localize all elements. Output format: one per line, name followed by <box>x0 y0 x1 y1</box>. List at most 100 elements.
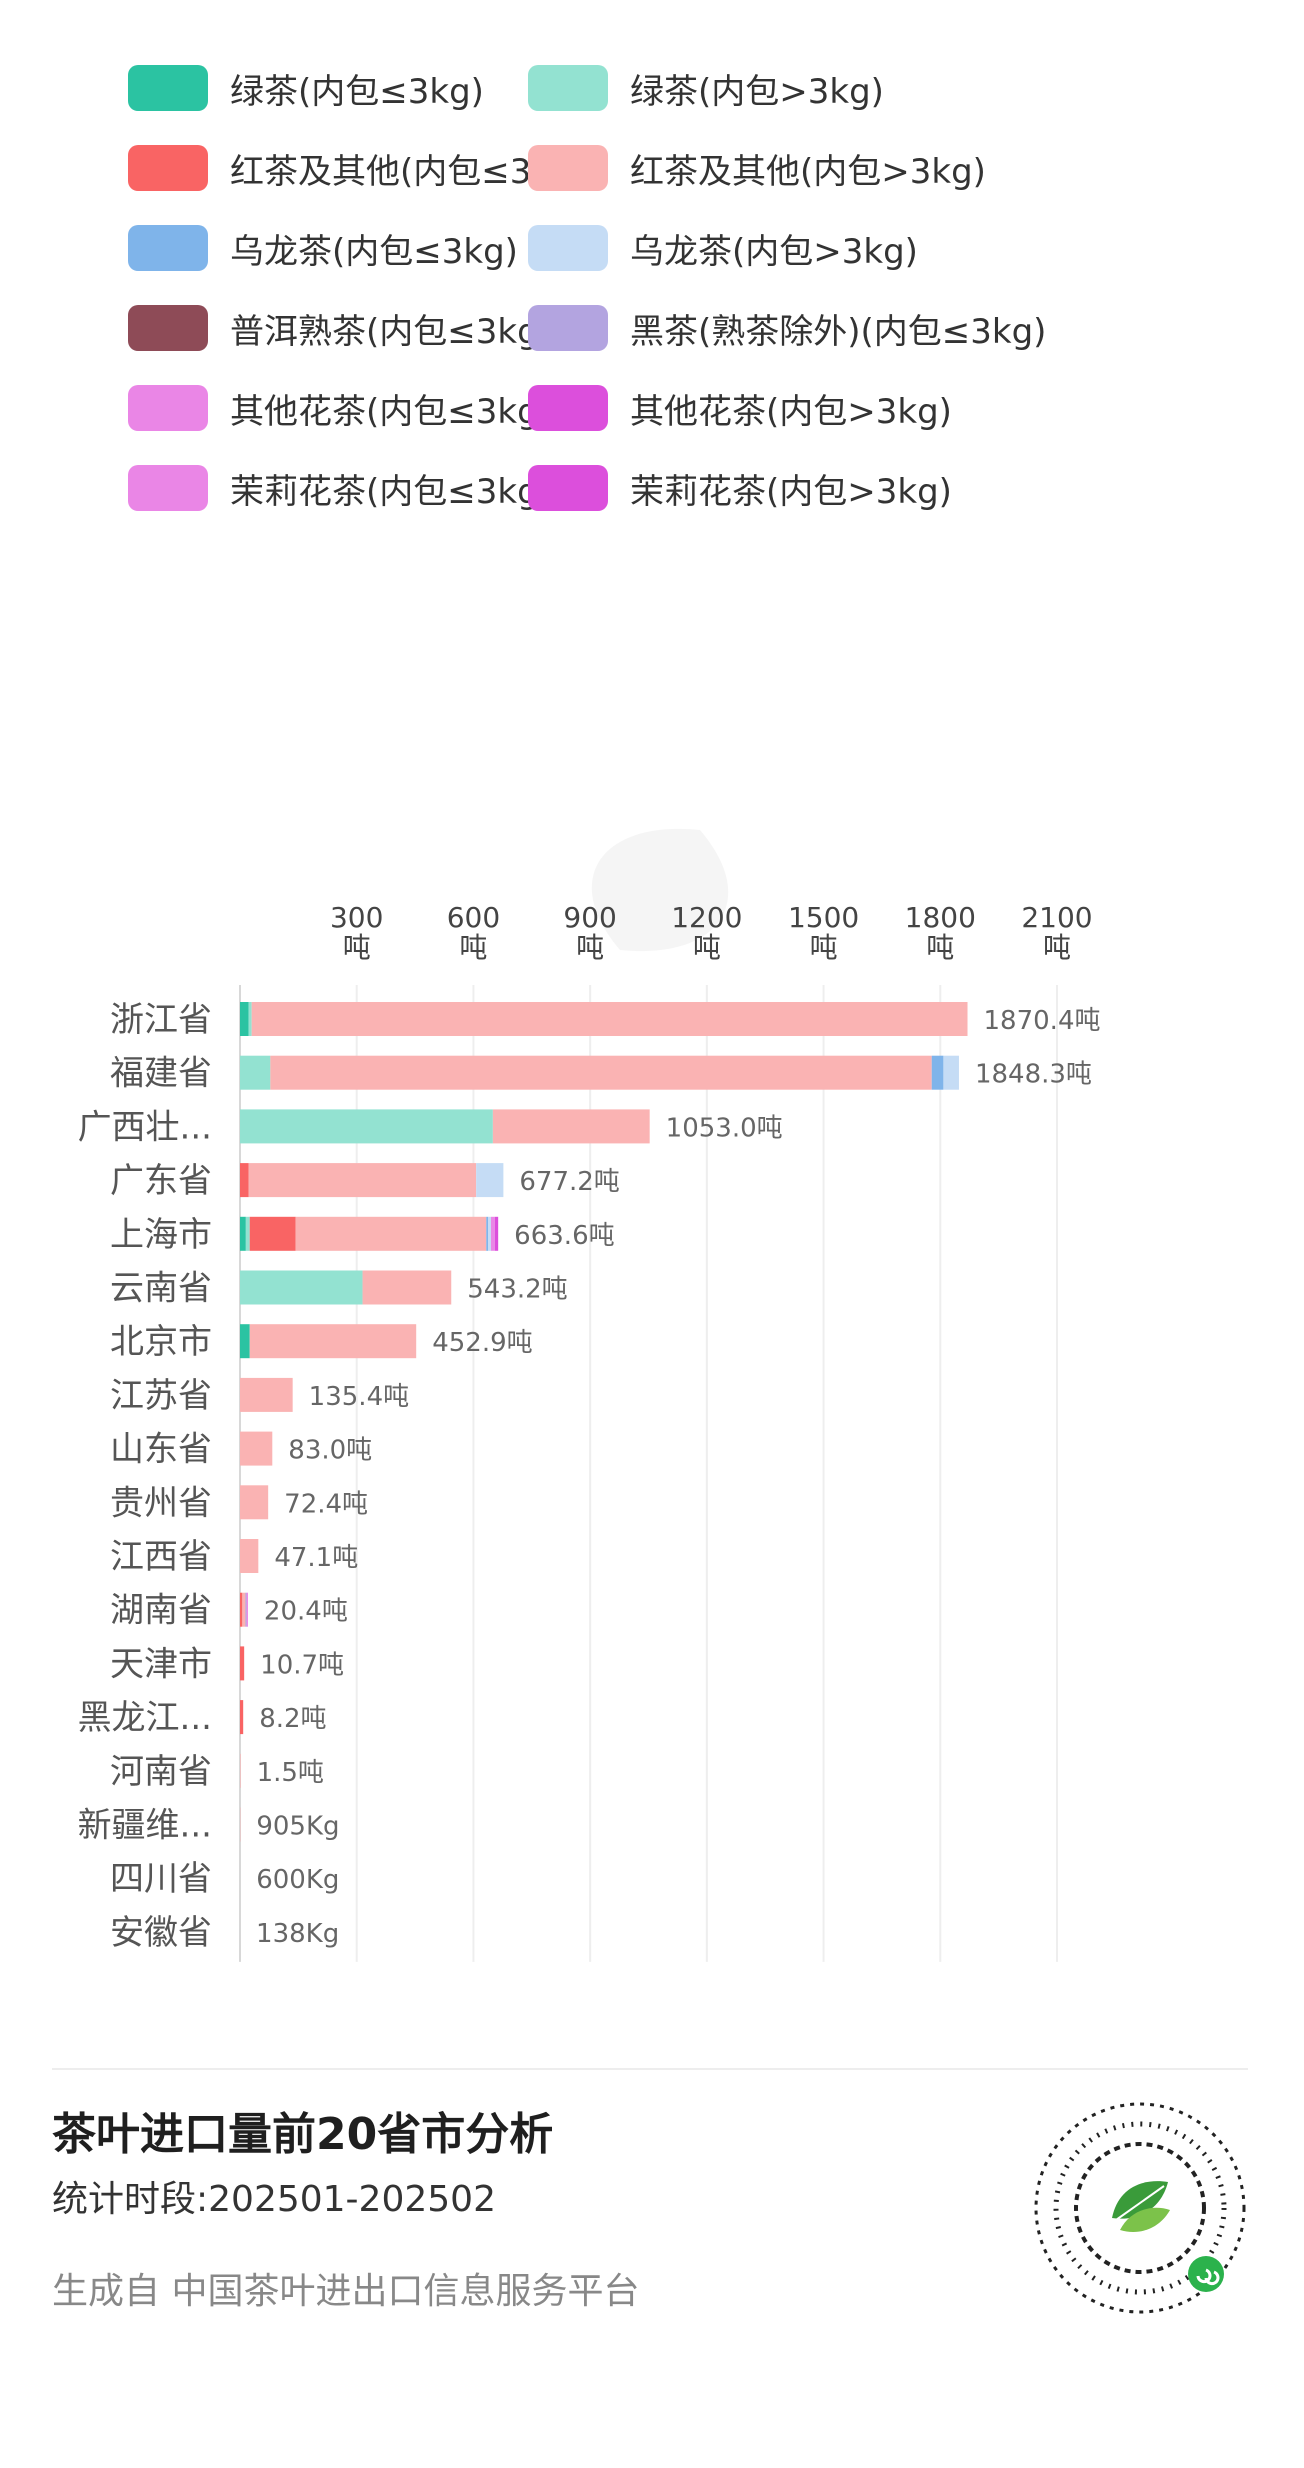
bar-segment <box>240 1055 271 1090</box>
legend-label: 绿茶(内包>3kg) <box>630 71 884 112</box>
legend-label: 乌龙茶(内包>3kg) <box>630 231 918 272</box>
legend-item[interactable]: 茉莉花茶(内包≤3kg) <box>128 462 552 514</box>
legend-swatch <box>528 465 608 511</box>
bar-segment <box>240 1270 363 1305</box>
legend-item[interactable]: 红茶及其他(内包≤3kg) <box>128 142 586 194</box>
legend-label: 茉莉花茶(内包>3kg) <box>630 471 952 512</box>
legend-swatch <box>128 225 208 271</box>
bar-segment <box>240 1163 249 1198</box>
bar-value-label: 600Kg <box>256 1865 339 1895</box>
legend-label: 茉莉花茶(内包≤3kg) <box>230 471 552 512</box>
bar-value-label: 543.2吨 <box>467 1275 567 1305</box>
bar-segment <box>240 1700 244 1735</box>
bar-segment <box>494 1216 499 1251</box>
x-tick-label: 1500 吨 <box>788 901 859 964</box>
legend-item[interactable]: 其他花茶(内包≤3kg) <box>128 382 552 434</box>
legend-label: 普洱熟茶(内包≤3kg) <box>230 311 552 352</box>
x-tick-label: 1800 吨 <box>905 901 976 964</box>
legend-swatch <box>528 385 608 431</box>
legend-swatch <box>128 145 208 191</box>
legend-label: 黑茶(熟茶除外)(内包≤3kg) <box>630 311 1047 352</box>
x-tick-label: 900 吨 <box>563 901 616 964</box>
legend-item[interactable]: 绿茶(内包>3kg) <box>528 62 1088 114</box>
bar-segment <box>486 1216 489 1251</box>
bar-segment <box>492 1109 650 1144</box>
bar-value-label: 1870.4吨 <box>984 1006 1101 1036</box>
bar-segment <box>240 1646 245 1681</box>
bar-segment <box>240 1109 493 1144</box>
bar-segment <box>249 1216 296 1251</box>
bar-value-label: 1.5吨 <box>257 1758 324 1788</box>
bar-segment <box>295 1216 487 1251</box>
x-tick-label: 600 吨 <box>447 901 500 964</box>
bar-segment <box>242 1592 246 1627</box>
bar-value-label: 72.4吨 <box>284 1489 368 1519</box>
bar-segment <box>270 1055 932 1090</box>
bar-segment <box>240 1324 250 1359</box>
legend-item[interactable]: 茉莉花茶(内包>3kg) <box>528 462 1088 514</box>
legend-item[interactable]: 红茶及其他(内包>3kg) <box>528 142 1088 194</box>
bar-segment <box>249 1324 417 1359</box>
legend-item[interactable]: 乌龙茶(内包>3kg) <box>528 222 1088 274</box>
bar-value-label: 905Kg <box>256 1812 339 1842</box>
category-label: 江西省 <box>110 1537 212 1577</box>
legend-item[interactable]: 乌龙茶(内包≤3kg) <box>128 222 528 274</box>
footer-source: 生成自 中国茶叶进出口信息服务平台 <box>52 2271 640 2312</box>
bar-segment <box>362 1270 452 1305</box>
category-label: 湖南省 <box>110 1591 212 1631</box>
bar-value-label: 135.4吨 <box>309 1382 409 1412</box>
chart-legend: 绿茶(内包≤3kg) 绿茶(内包>3kg) 红茶及其他(内包≤3kg) 红茶及其他(内… <box>128 62 1278 514</box>
legend-item[interactable]: 绿茶(内包≤3kg) <box>128 62 528 114</box>
bar-value-label: 20.4吨 <box>264 1597 348 1627</box>
bar-segment <box>240 1539 259 1573</box>
category-label: 安徽省 <box>110 1913 212 1953</box>
legend-label: 红茶及其他(内包>3kg) <box>630 151 986 192</box>
bar-value-label: 677.2吨 <box>519 1167 619 1197</box>
bar-segment <box>245 1592 247 1627</box>
bar-segment <box>240 1753 241 1788</box>
category-label: 四川省 <box>110 1859 212 1899</box>
category-label: 上海市 <box>110 1215 212 1255</box>
legend-label: 其他花茶(内包≤3kg) <box>230 391 552 432</box>
bar-segment <box>490 1216 495 1251</box>
category-label: 北京市 <box>110 1322 212 1362</box>
category-label: 云南省 <box>110 1269 212 1309</box>
category-label: 江苏省 <box>110 1376 212 1416</box>
category-label: 福建省 <box>110 1054 212 1094</box>
footer-divider <box>52 2068 1248 2070</box>
legend-swatch <box>528 65 608 111</box>
legend-swatch <box>128 305 208 351</box>
bar-value-label: 1053.0吨 <box>666 1113 783 1143</box>
category-label: 贵州省 <box>110 1483 212 1523</box>
bar-value-label: 1848.3吨 <box>975 1060 1092 1090</box>
bar-value-label: 663.6吨 <box>514 1221 614 1251</box>
legend-swatch <box>528 305 608 351</box>
bar-segment <box>248 1002 252 1036</box>
bar-segment <box>248 1163 477 1198</box>
legend-item[interactable]: 普洱熟茶(内包≤3kg) <box>128 302 552 354</box>
legend-item[interactable]: 其他花茶(内包>3kg) <box>528 382 1088 434</box>
bar-value-label: 138Kg <box>256 1919 339 1949</box>
bar-value-label: 10.7吨 <box>260 1650 344 1680</box>
x-tick-label: 300 吨 <box>330 901 383 964</box>
category-label: 黑龙江... <box>78 1698 212 1738</box>
category-label: 山东省 <box>110 1430 212 1470</box>
bar-segment <box>240 1431 273 1466</box>
category-label: 天津市 <box>110 1644 212 1684</box>
legend-item[interactable]: 黑茶(熟茶除外)(内包≤3kg) <box>528 302 1088 354</box>
bar-segment <box>251 1002 968 1036</box>
bar-segment <box>245 1216 250 1251</box>
legend-swatch <box>128 65 208 111</box>
category-label: 广西壮... <box>78 1107 212 1147</box>
watermark-logo <box>591 828 729 952</box>
bar-segment <box>246 1592 248 1627</box>
bar-segment <box>488 1216 491 1251</box>
bar-segment <box>240 1002 249 1036</box>
bar-segment <box>240 1216 246 1251</box>
bar-value-label: 8.2吨 <box>259 1704 326 1734</box>
legend-label: 绿茶(内包≤3kg) <box>230 71 484 112</box>
bar-segment <box>931 1055 944 1090</box>
legend-swatch <box>128 385 208 431</box>
mini-program-qr-code[interactable] <box>1030 2098 1250 2318</box>
